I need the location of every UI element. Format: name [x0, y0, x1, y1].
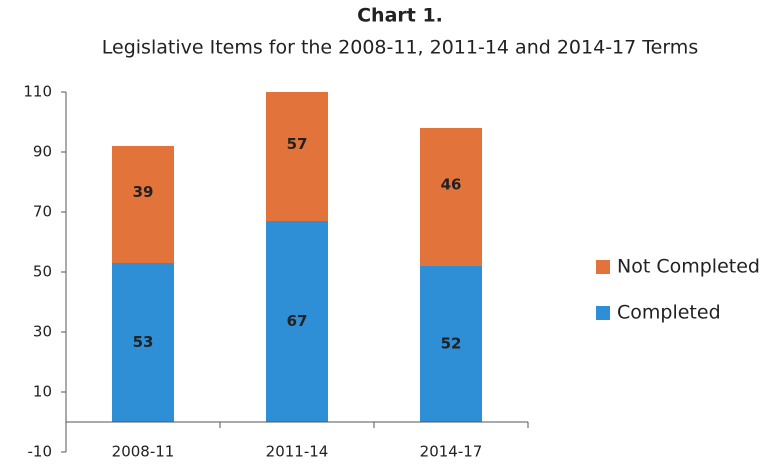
bar-segment	[112, 263, 174, 422]
y-tick-label: 70	[33, 203, 52, 221]
plot-area	[112, 92, 482, 422]
bar-segment	[266, 92, 328, 221]
data-label: 67	[287, 312, 308, 330]
chart-subtitle: Legislative Items for the 2008-11, 2011-…	[102, 37, 698, 59]
y-tick-label: 10	[33, 383, 52, 401]
y-tick-label: 50	[33, 263, 52, 281]
x-tick-label: 2011-14	[266, 443, 329, 461]
bar-segment	[112, 146, 174, 263]
bar-segment	[420, 266, 482, 422]
data-label: 46	[441, 176, 462, 194]
legend-label: Completed	[617, 302, 721, 324]
x-tick-label: 2008-11	[112, 443, 175, 461]
bar-segment	[420, 128, 482, 266]
data-label: 57	[287, 135, 308, 153]
y-tick-label: 110	[23, 83, 52, 101]
data-label: 39	[133, 183, 154, 201]
legend-label: Not Completed	[617, 256, 760, 278]
bar-segment	[266, 221, 328, 422]
x-tick-label: 2014-17	[420, 443, 483, 461]
y-tick-label: 90	[33, 143, 52, 161]
data-label: 53	[133, 333, 154, 351]
chart-title: Chart 1.	[357, 5, 443, 27]
y-tick-label: 30	[33, 323, 52, 341]
legend-swatch	[596, 306, 610, 320]
legend-swatch	[596, 260, 610, 274]
data-label: 52	[441, 335, 462, 353]
y-tick-label: -10	[28, 443, 53, 461]
